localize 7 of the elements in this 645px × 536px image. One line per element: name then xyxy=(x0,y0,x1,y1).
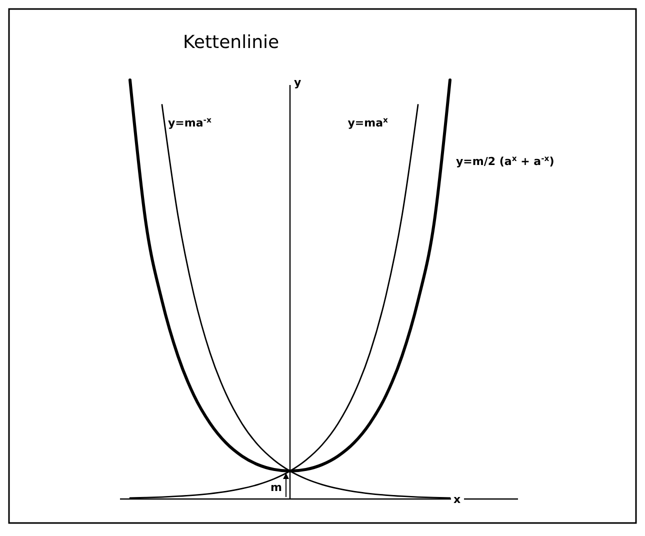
annotation: m xyxy=(270,481,282,494)
y-axis-title: y xyxy=(294,76,302,89)
x-axis-title: x xyxy=(453,493,461,506)
text: y=ma$^{x}$ xyxy=(348,115,388,130)
chart-title: Kettenlinie xyxy=(183,32,280,53)
series-label: y=ma$^{-x}$ xyxy=(168,115,212,130)
series-label: y=m/2 (a$^{x}$ + a$^{-x}$) xyxy=(456,154,554,168)
